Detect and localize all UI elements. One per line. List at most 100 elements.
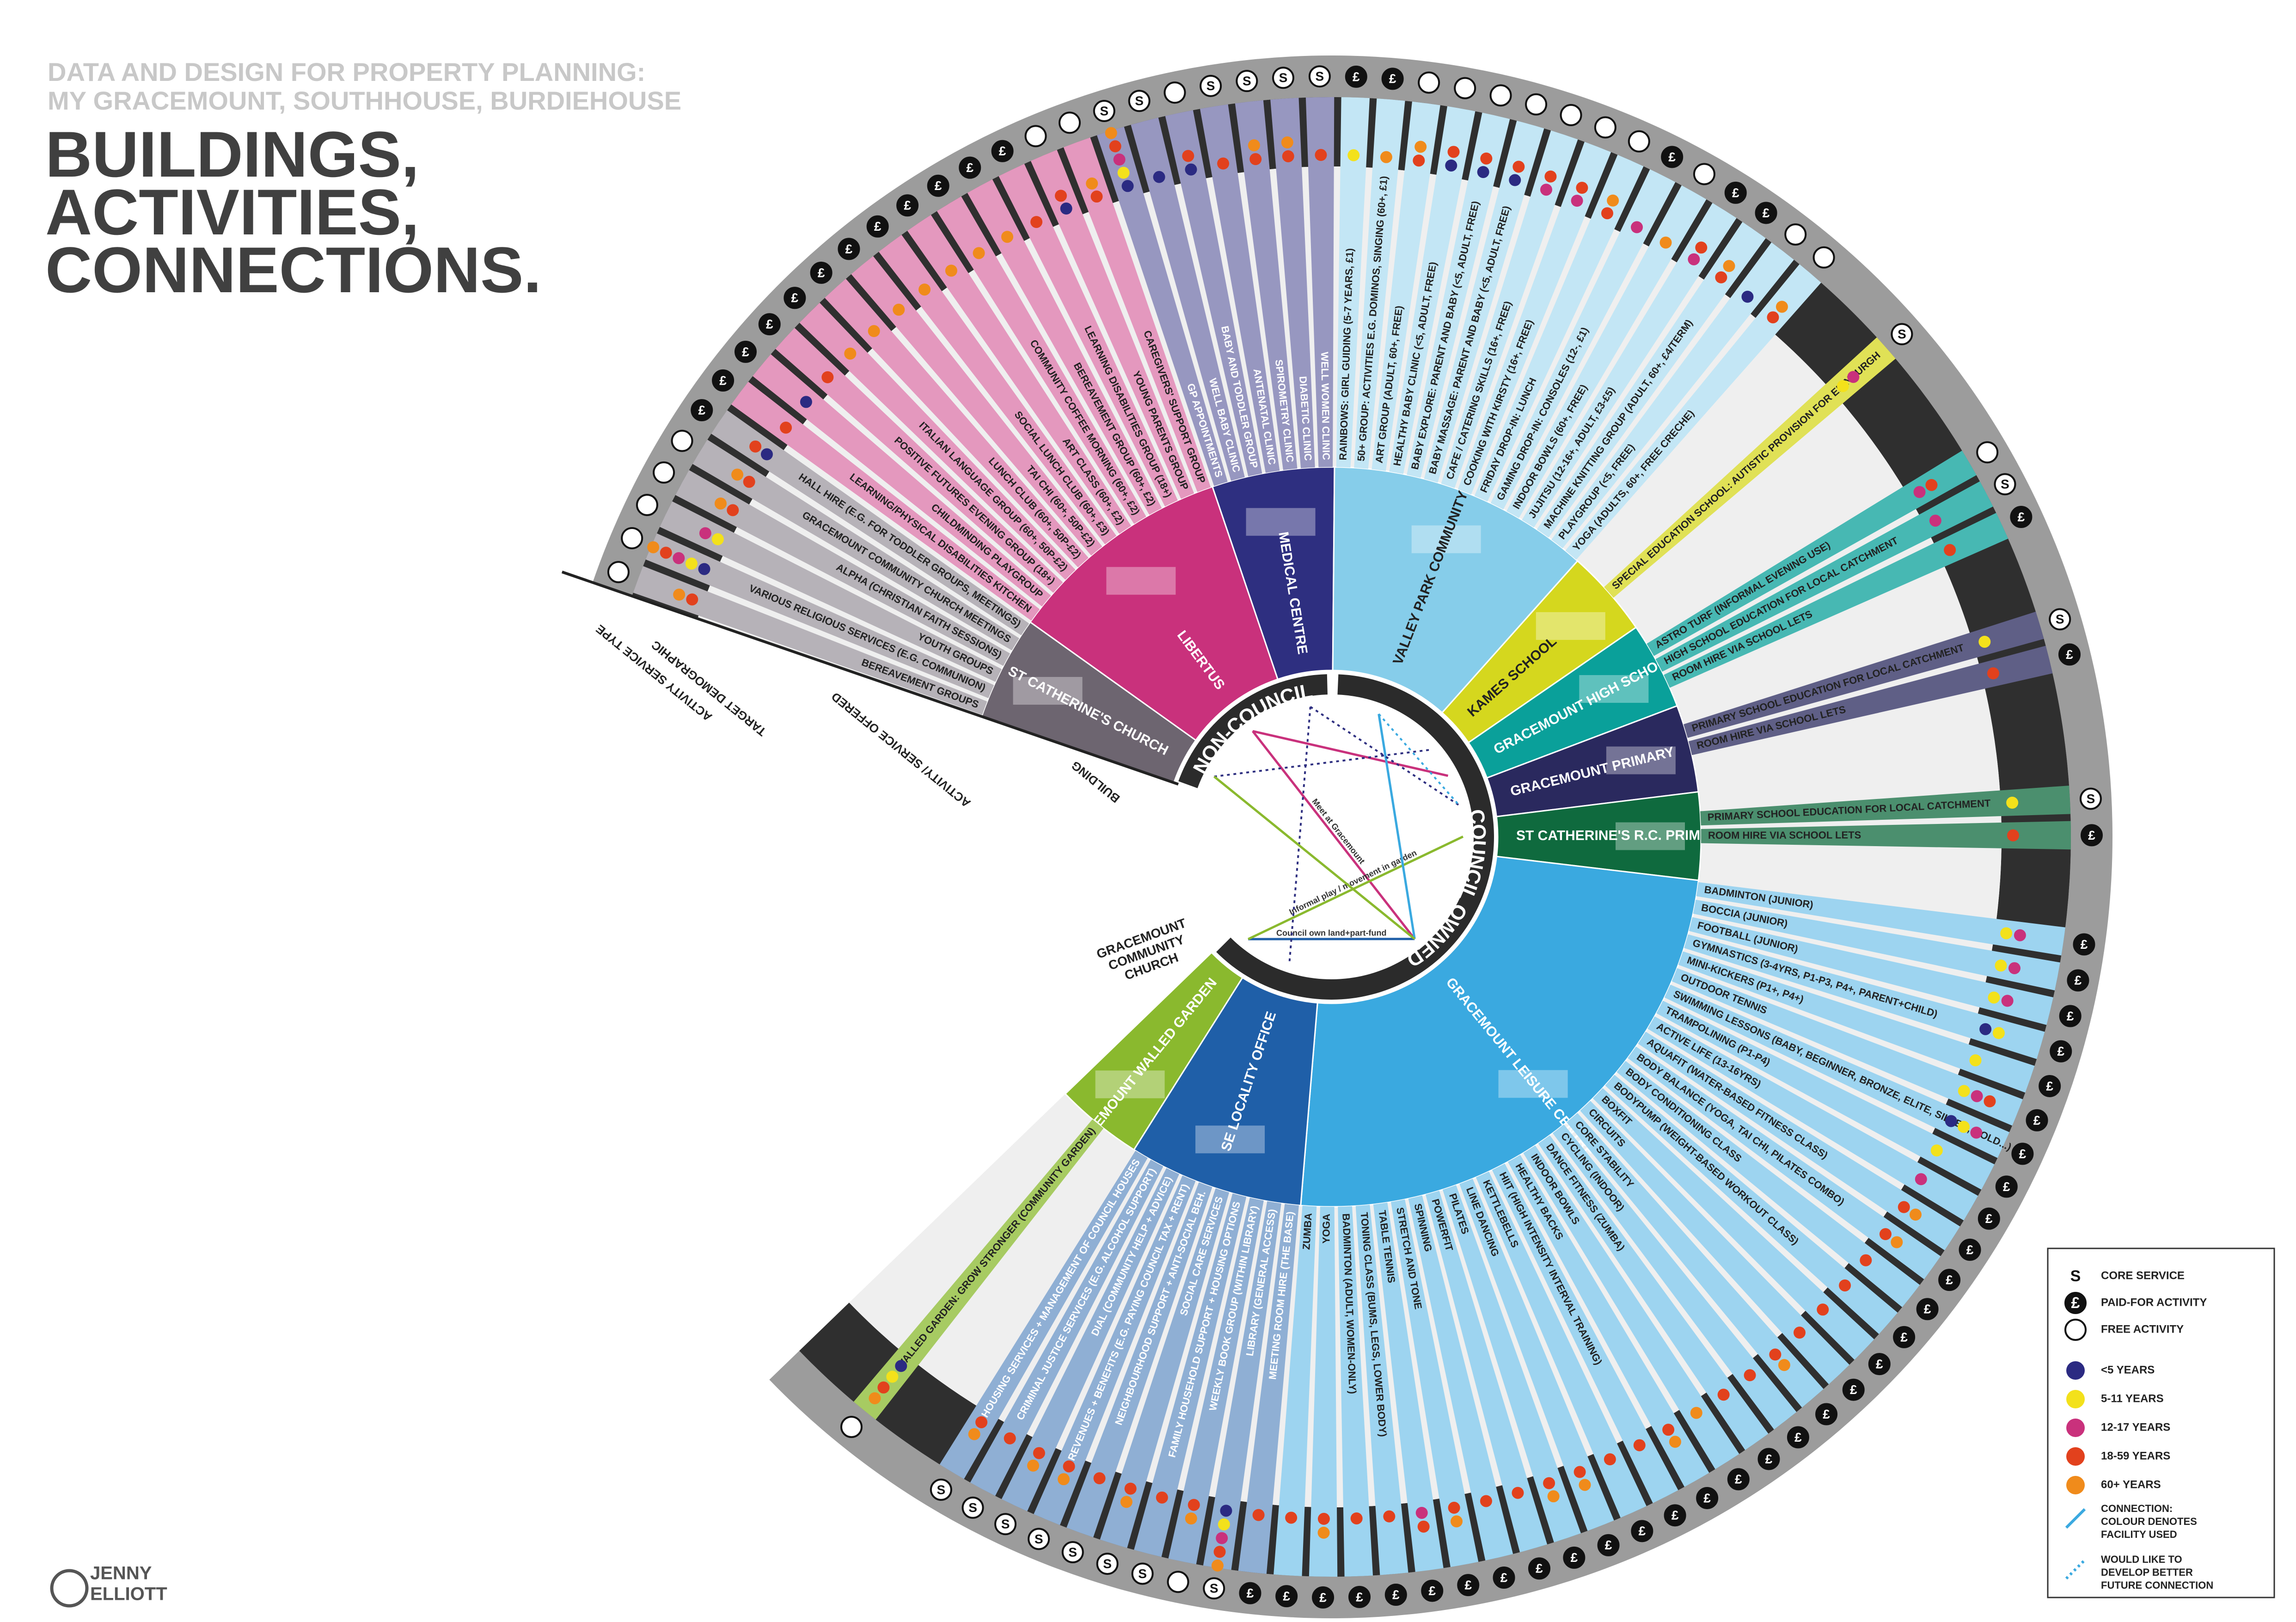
activity-strip	[853, 1119, 1104, 1420]
legend-label: COLOUR DENOTES	[2101, 1516, 2197, 1527]
age-dot	[1793, 1327, 1806, 1339]
building-icon	[1579, 675, 1649, 703]
age-dot	[1383, 1510, 1396, 1523]
age-dot	[821, 371, 834, 383]
age-dot	[1837, 380, 1849, 393]
activity-strip	[1165, 110, 1262, 477]
service-marker	[1976, 441, 1999, 464]
age-dot	[673, 552, 685, 565]
service-symbol: S	[1210, 1581, 1218, 1596]
building-icon	[1195, 1125, 1265, 1154]
service-symbol: £	[1605, 1538, 1612, 1552]
service-marker	[1995, 1175, 2018, 1198]
service-symbol: S	[1206, 79, 1215, 93]
service-marker	[1418, 71, 1440, 94]
service-marker	[1093, 100, 1115, 123]
activity-strip	[1655, 481, 1993, 672]
age-dot	[1971, 1090, 1983, 1102]
activity-strip	[711, 410, 1029, 635]
age-dot	[1060, 203, 1072, 215]
activity-strip	[1457, 141, 1611, 495]
service-marker	[1560, 104, 1582, 126]
service-marker	[896, 194, 919, 217]
service-marker	[1272, 67, 1294, 89]
service-marker	[1978, 1207, 2000, 1230]
age-dot	[727, 504, 739, 516]
age-dot	[1929, 515, 1941, 527]
age-dot	[2008, 962, 2020, 974]
service-marker	[2079, 787, 2102, 810]
service-symbol: £	[818, 265, 825, 280]
service-symbol: £	[1464, 1578, 1472, 1592]
service-symbol: £	[1985, 1211, 1993, 1226]
age-dot	[1669, 1436, 1681, 1448]
activity-strip	[1678, 951, 2035, 1093]
age-dot	[1282, 150, 1294, 162]
service-marker	[994, 1513, 1017, 1536]
age-dot	[1063, 1460, 1075, 1473]
service-marker	[1696, 1487, 1719, 1509]
age-dot	[1979, 1023, 1992, 1035]
age-dot	[1445, 159, 1457, 172]
service-symbol: S	[1135, 94, 1144, 108]
age-dot	[1776, 301, 1788, 313]
activity: WELL WOMEN CLINIC S	[1305, 65, 1335, 467]
legend-label: FUTURE CONNECTION	[2101, 1579, 2213, 1591]
service-symbol: £	[2057, 1044, 2064, 1058]
activity-strip	[1441, 130, 1578, 488]
activity-strip	[1134, 1193, 1247, 1557]
age-dot	[711, 533, 724, 546]
age-dot	[945, 264, 957, 277]
age-dot	[1120, 1496, 1133, 1508]
service-marker	[1594, 116, 1616, 139]
connection-line	[1214, 749, 1431, 778]
service-symbol: £	[1353, 69, 1360, 84]
legend-label: <5 YEARS	[2101, 1364, 2155, 1376]
activity-label: ROOM HIRE VIA SCHOOL LETS	[1708, 829, 1861, 841]
service-symbol: £	[1732, 185, 1739, 200]
service-marker	[2050, 1040, 2072, 1063]
connection-line	[1248, 836, 1464, 940]
service-symbol: £	[1735, 1472, 1742, 1487]
activity-strip	[675, 470, 1010, 666]
age-dot	[886, 1370, 899, 1383]
service-marker	[2011, 1143, 2034, 1165]
building-wedge	[1064, 951, 1243, 1151]
activity-strip	[1551, 242, 1794, 548]
age-dot	[1447, 146, 1460, 158]
service-symbol: £	[904, 198, 911, 213]
age-dot	[1477, 166, 1489, 178]
activity: YOGA £	[1309, 1206, 1338, 1609]
service-marker	[1236, 70, 1258, 92]
service-marker	[1525, 93, 1548, 116]
service-symbol: £	[1500, 1570, 1508, 1585]
building-icon	[1013, 677, 1083, 705]
activity-strip	[1592, 1088, 1874, 1360]
legend-age-dot	[2066, 1361, 2085, 1380]
age-dot	[673, 589, 686, 601]
activity-strip	[1684, 934, 2045, 1059]
service-marker	[1916, 1298, 1939, 1321]
age-dot	[1715, 271, 1727, 283]
service-symbol: S	[968, 1500, 977, 1515]
age-dot	[1414, 141, 1427, 153]
service-symbol: £	[698, 403, 705, 418]
service-marker	[1755, 202, 1777, 224]
service-marker	[1421, 1579, 1444, 1602]
service-marker	[840, 1416, 863, 1438]
activity-strip	[1408, 1195, 1513, 1561]
service-marker	[1812, 246, 1835, 269]
activity-strip	[1459, 1179, 1614, 1531]
connection-line	[1252, 730, 1416, 940]
activity-strip	[970, 1160, 1163, 1496]
activity-strip	[775, 328, 1063, 593]
service-marker	[621, 527, 643, 549]
activity-label: YOGA	[1320, 1214, 1332, 1244]
activity-strip	[633, 566, 987, 715]
age-dot	[1631, 221, 1643, 233]
age-dot	[1451, 1515, 1463, 1528]
service-symbol: £	[1823, 1407, 1830, 1421]
service-symbol: £	[874, 219, 882, 233]
activity: ZUMBA £	[1274, 1205, 1317, 1608]
